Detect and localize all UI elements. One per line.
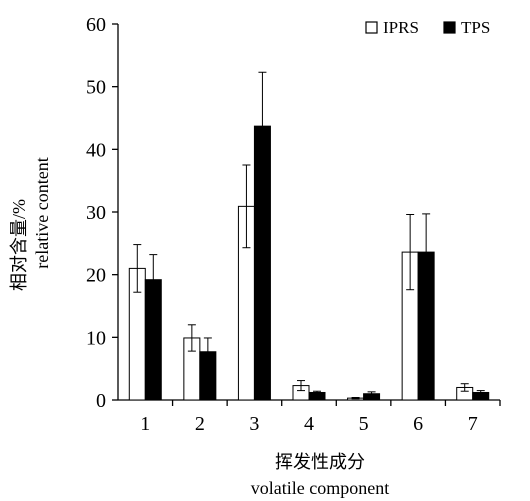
y-tick-label: 50: [86, 77, 106, 99]
x-tick-label: 5: [359, 413, 369, 435]
y-tick-label: 40: [86, 139, 106, 161]
y-tick-label: 0: [96, 390, 106, 412]
x-axis-title-en: volatile component: [251, 478, 389, 498]
legend: IPRS TPS: [365, 18, 490, 37]
y-tick-label: 10: [86, 327, 106, 349]
error-bars: [133, 71, 485, 400]
x-axis-title-cn: 挥发性成分: [275, 452, 365, 472]
legend-swatch-iprs: [365, 21, 378, 34]
y-tick-label: 30: [86, 202, 106, 224]
y-tick-label: 60: [86, 14, 106, 36]
y-axis-title-cn: 相对含量/%: [9, 199, 29, 291]
legend-label-tps: TPS: [461, 18, 490, 37]
bars: [128, 125, 490, 401]
y-tick-label: 20: [86, 265, 106, 287]
legend-label-iprs: IPRS: [383, 18, 419, 37]
x-tick-label: 6: [413, 413, 423, 435]
x-tick-label: 1: [140, 413, 150, 435]
x-tick-label: 7: [468, 413, 478, 435]
x-axis: 1 2 3 4 5 6 7: [118, 399, 501, 435]
x-tick-label: 4: [304, 413, 314, 435]
y-axis: 0 10 20 30 40 50 60: [86, 14, 119, 412]
x-tick-label: 2: [195, 413, 205, 435]
legend-swatch-tps: [443, 21, 456, 34]
y-axis-title-en: relative content: [32, 157, 52, 268]
x-tick-label: 3: [249, 413, 259, 435]
